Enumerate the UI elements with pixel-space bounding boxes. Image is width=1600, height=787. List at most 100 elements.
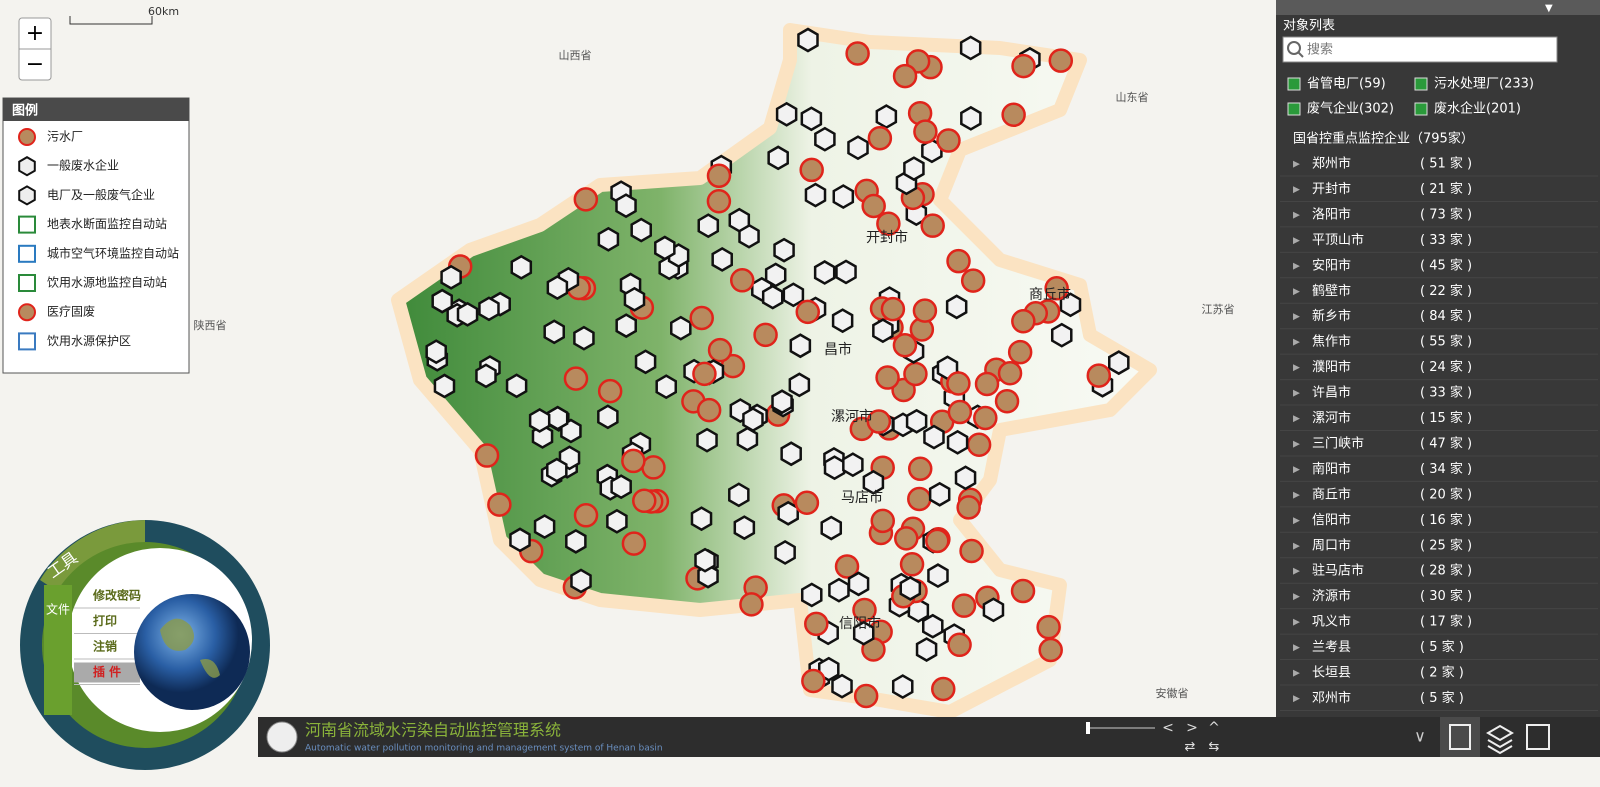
- row-name[interactable]: 鹤壁市: [1312, 283, 1351, 299]
- row-arrow[interactable]: ▶: [1293, 414, 1300, 424]
- row-name[interactable]: 开封市: [1312, 181, 1351, 197]
- next[interactable]: >: [1186, 720, 1198, 736]
- system-title: 河南省流域水污染自动监控管理系统: [305, 721, 561, 740]
- legend-label: 电厂及一般废气企业: [47, 187, 155, 202]
- row-arrow[interactable]: ▶: [1293, 236, 1300, 246]
- row-name[interactable]: 焦作市: [1312, 334, 1351, 350]
- menu-item[interactable]: 打印: [93, 613, 117, 628]
- row-name[interactable]: 三门峡市: [1312, 435, 1364, 451]
- plant-marker: [956, 495, 981, 520]
- filter-checkbox[interactable]: [1287, 102, 1301, 116]
- row-name[interactable]: 漯河市: [1312, 410, 1351, 426]
- row-name[interactable]: 驻马店市: [1312, 563, 1364, 579]
- row-arrow[interactable]: ▶: [1293, 669, 1300, 679]
- row-name[interactable]: 新乡市: [1312, 308, 1351, 324]
- plant-marker: [907, 456, 933, 482]
- menu-item[interactable]: 修改密码: [92, 588, 141, 603]
- row-arrow[interactable]: ▶: [1293, 618, 1300, 628]
- plant-marker: [876, 211, 901, 236]
- enterprise-marker: [773, 237, 795, 263]
- row-arrow[interactable]: ▶: [1293, 261, 1300, 271]
- list-button[interactable]: [1440, 717, 1480, 757]
- plant-marker: [920, 213, 945, 238]
- enterprise-marker: [777, 500, 799, 526]
- enterprise-marker: [872, 318, 894, 344]
- zoom-out[interactable]: −: [26, 52, 44, 77]
- filter-checkbox[interactable]: [1414, 77, 1428, 91]
- row-arrow[interactable]: ▶: [1293, 210, 1300, 220]
- enterprise-marker: [1108, 350, 1130, 376]
- plant-marker: [960, 268, 986, 293]
- row-arrow[interactable]: ▶: [1293, 160, 1300, 170]
- row-name[interactable]: 周口市: [1312, 537, 1351, 553]
- swap[interactable]: ⇄: [1185, 740, 1196, 755]
- row-arrow[interactable]: ▶: [1293, 439, 1300, 449]
- enterprise-marker: [565, 528, 587, 554]
- plant-marker: [1048, 48, 1074, 73]
- plant-marker: [951, 593, 977, 618]
- settings-button[interactable]: [1526, 724, 1550, 750]
- enterprise-marker: [546, 405, 569, 431]
- row-arrow[interactable]: ▶: [1293, 287, 1300, 297]
- plant-marker: [739, 592, 764, 617]
- row-arrow[interactable]: ▶: [1293, 516, 1300, 526]
- expand[interactable]: ∨: [1414, 727, 1426, 746]
- menu-item[interactable]: 插 件: [93, 664, 121, 679]
- row-arrow[interactable]: ▶: [1293, 338, 1300, 348]
- row-name[interactable]: 邓州市: [1312, 690, 1351, 706]
- row-arrow[interactable]: ▶: [1293, 643, 1300, 653]
- row-name[interactable]: 许昌市: [1312, 385, 1351, 401]
- enterprise-marker: [831, 673, 853, 699]
- row-name[interactable]: 济源市: [1312, 588, 1351, 604]
- row-name[interactable]: 濮阳市: [1312, 359, 1351, 375]
- panel-title: 对象列表: [1283, 19, 1335, 34]
- enterprise-marker: [655, 374, 678, 400]
- swap2[interactable]: ⇆: [1209, 740, 1220, 755]
- plant-marker: [931, 676, 956, 702]
- row-arrow[interactable]: ▶: [1293, 490, 1300, 500]
- enterprise-marker: [899, 575, 922, 601]
- legend-label: 饮用水源保护区: [47, 334, 131, 348]
- enterprise-marker: [697, 213, 720, 239]
- zoom-in[interactable]: +: [26, 21, 44, 46]
- row-arrow[interactable]: ▶: [1293, 694, 1300, 704]
- file-tab[interactable]: 文件: [46, 602, 70, 617]
- row-arrow[interactable]: ▶: [1293, 567, 1300, 577]
- up[interactable]: ^: [1208, 720, 1220, 736]
- search-box[interactable]: [1282, 36, 1558, 63]
- enterprise-marker: [823, 455, 846, 481]
- layers-button[interactable]: [1486, 724, 1514, 755]
- enterprise-marker: [456, 301, 479, 327]
- legend-icon: [18, 215, 36, 234]
- filter-checkbox[interactable]: [1414, 102, 1428, 116]
- row-name[interactable]: 商丘市: [1312, 486, 1351, 502]
- filter-checkbox[interactable]: [1287, 77, 1301, 91]
- row-name[interactable]: 洛阳市: [1312, 206, 1351, 222]
- row-name[interactable]: 信阳市: [1312, 512, 1351, 528]
- row-name[interactable]: 郑州市: [1312, 156, 1351, 172]
- row-name[interactable]: 长垣县: [1312, 666, 1351, 681]
- row-name[interactable]: 兰考县: [1312, 640, 1351, 655]
- row-count: ( 17 家 ): [1420, 614, 1472, 630]
- row-arrow[interactable]: ▶: [1293, 465, 1300, 475]
- group-title[interactable]: 国省控重点监控企业（795家）: [1293, 131, 1474, 147]
- row-arrow[interactable]: ▶: [1293, 592, 1300, 602]
- row-arrow[interactable]: ▶: [1293, 389, 1300, 399]
- row-name[interactable]: 平顶山市: [1312, 232, 1364, 248]
- row-name[interactable]: 南阳市: [1312, 461, 1351, 477]
- row-name[interactable]: 安阳市: [1312, 257, 1351, 273]
- row-name[interactable]: 巩义市: [1312, 614, 1351, 630]
- collapse[interactable]: ▼: [1545, 3, 1553, 14]
- enterprise-marker: [817, 656, 840, 682]
- legend-label: 饮用水源地监控自动站: [47, 276, 167, 290]
- menu-item[interactable]: 注销: [93, 639, 117, 654]
- prev[interactable]: <: [1162, 720, 1174, 736]
- object-panel: ▼ 对象列表 搜索 省管电厂(59) 污水处理厂(233) 废气企业(302) 废水企…: [1276, 0, 1600, 717]
- row-arrow[interactable]: ▶: [1293, 312, 1300, 322]
- row-arrow[interactable]: ▶: [1293, 541, 1300, 551]
- enterprise-marker: [597, 404, 619, 430]
- row-arrow[interactable]: ▶: [1293, 185, 1300, 195]
- legend-icon: [18, 156, 36, 177]
- enterprise-marker: [905, 408, 928, 434]
- row-arrow[interactable]: ▶: [1293, 363, 1300, 373]
